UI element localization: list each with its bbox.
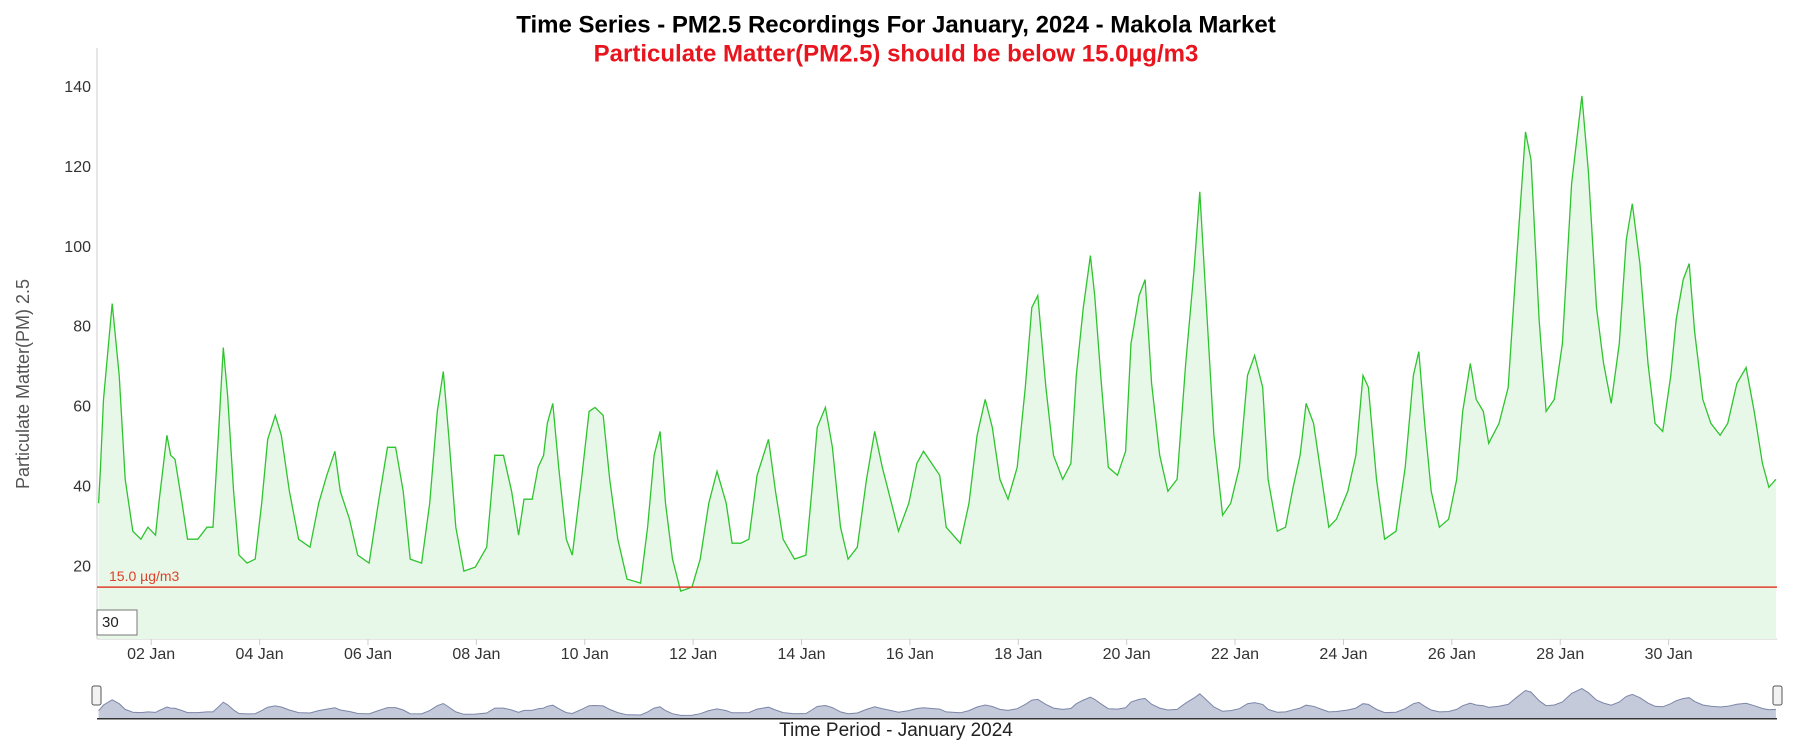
x-tick-label: 30 Jan <box>1645 646 1693 663</box>
y-axis-label: Particulate Matter(PM) 2.5 <box>13 279 33 489</box>
y-tick-label: 140 <box>64 79 91 96</box>
chart-title: Time Series - PM2.5 Recordings For Janua… <box>516 11 1275 38</box>
navigator-line <box>98 688 1776 716</box>
y-tick-label: 120 <box>64 159 91 176</box>
x-tick-label: 14 Jan <box>777 646 825 663</box>
range-input[interactable] <box>96 609 138 636</box>
x-tick-label: 28 Jan <box>1536 646 1584 663</box>
navigator-handle-right[interactable] <box>1772 685 1783 706</box>
series-line <box>97 95 1777 592</box>
chart-subtitle: Particulate Matter(PM2.5) should be belo… <box>594 40 1199 67</box>
x-tick-label: 08 Jan <box>452 646 500 663</box>
navigator-handle-left[interactable] <box>91 685 102 706</box>
x-tick-label: 10 Jan <box>561 646 609 663</box>
x-tick-label: 18 Jan <box>994 646 1042 663</box>
x-tick-label: 24 Jan <box>1319 646 1367 663</box>
x-tick-label: 12 Jan <box>669 646 717 663</box>
series-area <box>98 95 1776 639</box>
x-tick-label: 06 Jan <box>344 646 392 663</box>
y-tick-label: 40 <box>73 478 91 495</box>
y-tick-label: 100 <box>64 239 91 256</box>
y-tick-label: 20 <box>73 558 91 575</box>
x-axis-label: Time Period - January 2024 <box>779 720 1013 741</box>
navigator-baseline <box>97 718 1777 720</box>
x-tick-label: 04 Jan <box>236 646 284 663</box>
x-tick-label: 16 Jan <box>886 646 934 663</box>
x-tick-label: 22 Jan <box>1211 646 1259 663</box>
x-tick-label: 20 Jan <box>1103 646 1151 663</box>
x-tick-label: 26 Jan <box>1428 646 1476 663</box>
threshold-label: 15.0 µg/m3 <box>109 568 180 584</box>
x-tick-label: 02 Jan <box>127 646 175 663</box>
navigator-area <box>98 688 1776 718</box>
y-tick-label: 60 <box>73 399 91 416</box>
y-tick-label: 80 <box>73 319 91 336</box>
plot-layer: 20 40 60 80 100 120 140 02 Jan 04 Jan 06 Jan 08 Ja… <box>64 48 1777 718</box>
range-input-text[interactable]: 30 <box>102 614 119 631</box>
